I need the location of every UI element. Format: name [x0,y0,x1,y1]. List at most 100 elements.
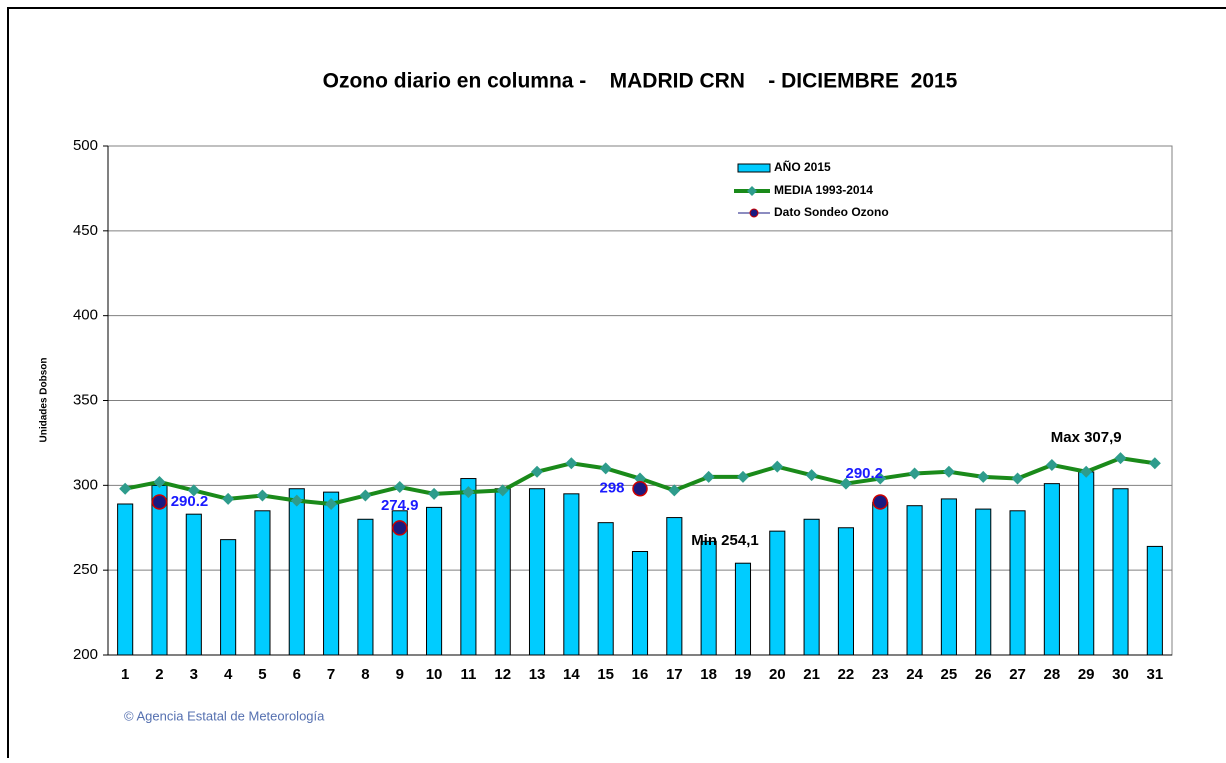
line-marker [359,489,372,502]
point [391,520,408,536]
line-marker [634,472,646,485]
legend-swatch [737,163,771,173]
bar [1009,510,1026,656]
bar [357,518,374,656]
bar [220,539,237,656]
legend-label: Dato Sondeo Ozono [774,205,889,219]
bar [1146,545,1163,656]
point [872,494,889,510]
x-tick-label: 24 [906,666,923,683]
line-marker [428,487,441,500]
line-marker [771,460,784,473]
value-label: Max 307,9 [1051,429,1122,446]
bar [563,493,580,656]
x-tick-label: 29 [1078,666,1095,683]
point [151,494,168,510]
line-marker [1080,465,1093,478]
value-label: 298 [599,480,624,497]
line-marker [496,484,509,497]
bar [460,478,477,656]
y-tick-label: 250 [73,561,98,578]
line-marker [222,492,235,505]
point [632,480,648,497]
value-label: 290.2 [171,493,209,510]
bar [666,517,683,656]
bar [872,501,889,656]
bar [734,562,752,656]
legend-label: MEDIA 1993-2014 [774,183,873,197]
bar [494,488,511,656]
line-marker [531,465,544,478]
line-marker [839,477,852,490]
x-tick-label: 23 [872,666,889,683]
x-tick-label: 18 [700,666,717,683]
footer: © Agencia Estatal de Meteorología [124,708,325,723]
bar [700,540,717,656]
x-tick-label: 26 [975,666,992,683]
bar [631,551,649,656]
legend-label: AÑO 2015 [774,159,831,174]
line-marker [153,475,166,488]
x-tick-label: 13 [529,666,546,683]
y-tick-label: 400 [73,307,98,324]
bar [391,510,408,656]
x-tick-label: 10 [426,666,443,683]
line-marker [977,470,990,483]
x-tick-label: 3 [190,666,198,683]
x-tick-label: 30 [1112,666,1129,683]
y-axis-label: Unidades Dobson [39,357,50,442]
line-marker [1114,452,1127,465]
line-marker [599,462,612,475]
bar [323,491,340,656]
y-tick-label: 200 [73,646,98,663]
x-tick-label: 6 [293,666,301,683]
value-label: Min 254,1 [691,532,759,549]
line-marker [325,497,338,510]
value-label: 290.2 [845,465,883,482]
bar [1078,471,1095,656]
x-tick-label: 28 [1044,666,1061,683]
line-marker [187,484,200,497]
line-marker [874,472,887,485]
y-tick-label: 450 [73,222,98,239]
legend-marker [749,208,759,218]
value-label: 274.9 [381,497,419,514]
y-tick-label: 500 [73,137,98,154]
bar [288,488,305,656]
line-marker [1045,458,1058,471]
x-tick-label: 31 [1146,666,1163,683]
x-tick-label: 12 [494,666,511,683]
line-marker [393,481,406,494]
bar [940,498,957,656]
x-tick-label: 5 [258,666,266,683]
x-tick-label: 11 [460,666,476,683]
bar [151,484,168,656]
x-tick-label: 21 [803,666,820,683]
line-marker [805,469,818,482]
line-marker [565,457,578,470]
line-marker [462,486,475,499]
x-tick-label: 17 [666,666,683,683]
x-tick-label: 9 [396,666,404,683]
bar [975,508,992,656]
bar [185,513,202,656]
line-marker [908,467,921,480]
bar [117,503,134,656]
x-tick-label: 16 [632,666,649,683]
line-marker [736,470,749,483]
bar [803,518,820,656]
line-marker [942,465,955,478]
x-tick-label: 15 [597,666,614,683]
x-tick-label: 8 [361,666,369,683]
line-marker [1011,472,1024,485]
x-tick-label: 22 [838,666,855,683]
x-tick-label: 27 [1009,666,1026,683]
legend-marker [747,186,757,196]
line-marker [119,482,132,495]
bar [906,505,923,656]
x-tick-label: 19 [735,666,752,683]
bar [528,488,546,656]
bar [1043,483,1060,656]
x-tick-label: 25 [941,666,958,683]
